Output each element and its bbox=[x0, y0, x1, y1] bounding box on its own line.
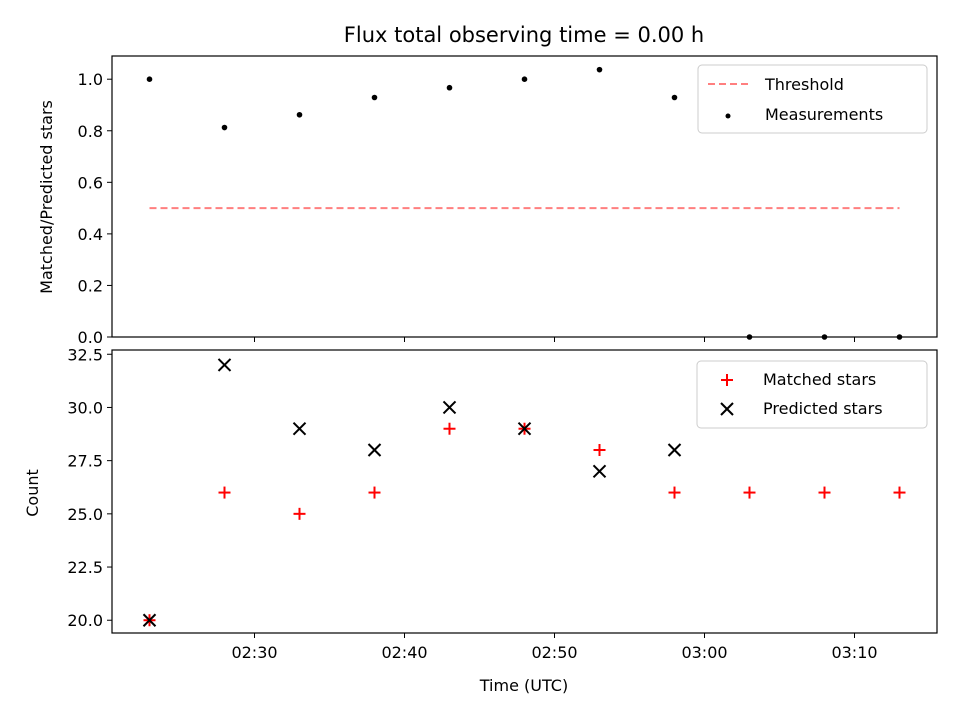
bottom-plot-marks bbox=[142, 358, 906, 627]
matched-star-point bbox=[593, 444, 606, 457]
matched-star-point bbox=[818, 486, 831, 499]
bottom-y-tick-label: 30.0 bbox=[67, 398, 103, 417]
measurement-point bbox=[146, 76, 153, 83]
top-y-tick-label: 1.0 bbox=[78, 70, 103, 89]
bottom-y-axis: 20.0 22.5 25.0 27.5 30.0 32.5 bbox=[67, 345, 112, 630]
bottom-panel: 20.0 22.5 25.0 27.5 30.0 32.5 02:30 02:40 02:50… bbox=[23, 345, 938, 695]
bottom-x-tick-label: 02:50 bbox=[531, 643, 577, 662]
matched-star-point bbox=[368, 486, 381, 499]
predicted-star-point bbox=[142, 613, 157, 627]
top-y-tick-label: 0.0 bbox=[78, 328, 103, 347]
matched-star-point bbox=[293, 507, 306, 520]
matched-star-point bbox=[743, 486, 756, 499]
bottom-y-tick-label: 32.5 bbox=[67, 345, 103, 364]
bottom-y-tick-label: 25.0 bbox=[67, 505, 103, 524]
top-y-axis-label: Matched/Predicted stars bbox=[37, 100, 56, 294]
bottom-y-tick-label: 27.5 bbox=[67, 452, 103, 471]
bottom-y-tick-label: 20.0 bbox=[67, 611, 103, 630]
bottom-y-tick-label: 22.5 bbox=[67, 558, 103, 577]
measurement-point bbox=[371, 94, 378, 101]
top-panel: 0.0 0.2 0.4 0.6 0.8 1.0 Matched/Predicted sta… bbox=[37, 55, 938, 347]
legend-measurements-swatch bbox=[725, 113, 731, 119]
matched-star-point bbox=[893, 486, 906, 499]
top-panel-frame bbox=[111, 55, 938, 338]
bottom-panel-frame bbox=[111, 349, 938, 634]
legend-predicted-label: Predicted stars bbox=[763, 399, 883, 418]
matched-star-point bbox=[443, 422, 456, 435]
top-legend: Threshold Measurements bbox=[697, 64, 928, 134]
bottom-x-axis-label: Time (UTC) bbox=[479, 676, 568, 695]
bottom-x-tick-label: 03:00 bbox=[681, 643, 727, 662]
top-y-tick-label: 0.8 bbox=[78, 122, 103, 141]
legend-matched-swatch bbox=[721, 374, 733, 386]
predicted-star-point bbox=[217, 358, 232, 372]
measurement-point bbox=[671, 94, 678, 101]
bottom-x-axis: 02:30 02:40 02:50 03:00 03:10 bbox=[231, 633, 878, 662]
bottom-x-tick-label: 03:10 bbox=[831, 643, 877, 662]
bottom-legend: Matched stars Predicted stars bbox=[696, 360, 928, 429]
measurement-point bbox=[446, 84, 453, 91]
bottom-y-axis-label: Count bbox=[23, 469, 42, 517]
bottom-x-tick-label: 02:40 bbox=[381, 643, 427, 662]
top-y-axis: 0.0 0.2 0.4 0.6 0.8 1.0 bbox=[78, 70, 112, 347]
top-x-ticks bbox=[254, 337, 855, 342]
predicted-star-point bbox=[292, 422, 307, 436]
top-y-tick-label: 0.6 bbox=[78, 173, 103, 192]
legend-threshold-label: Threshold bbox=[764, 75, 844, 94]
top-y-tick-label: 0.4 bbox=[78, 225, 103, 244]
bottom-x-tick-label: 02:30 bbox=[231, 643, 277, 662]
matched-star-point bbox=[218, 486, 231, 499]
measurement-point bbox=[521, 76, 528, 83]
top-legend-box bbox=[697, 64, 928, 134]
measurement-point bbox=[296, 111, 303, 118]
legend-matched-label: Matched stars bbox=[763, 370, 876, 389]
predicted-star-point bbox=[442, 400, 457, 415]
predicted-star-point bbox=[592, 464, 607, 478]
legend-measurements-label: Measurements bbox=[765, 105, 883, 124]
predicted-star-point bbox=[517, 422, 532, 436]
measurement-point bbox=[221, 124, 228, 131]
legend-predicted-swatch bbox=[720, 402, 734, 416]
chart-title: Flux total observing time = 0.00 h bbox=[344, 23, 704, 47]
predicted-star-point bbox=[367, 443, 382, 457]
bottom-legend-box bbox=[696, 360, 928, 429]
predicted-star-point bbox=[667, 443, 682, 457]
top-plot-marks bbox=[146, 66, 903, 340]
measurement-point bbox=[596, 66, 603, 73]
top-y-tick-label: 0.2 bbox=[78, 276, 103, 295]
matched-star-point bbox=[668, 486, 681, 499]
